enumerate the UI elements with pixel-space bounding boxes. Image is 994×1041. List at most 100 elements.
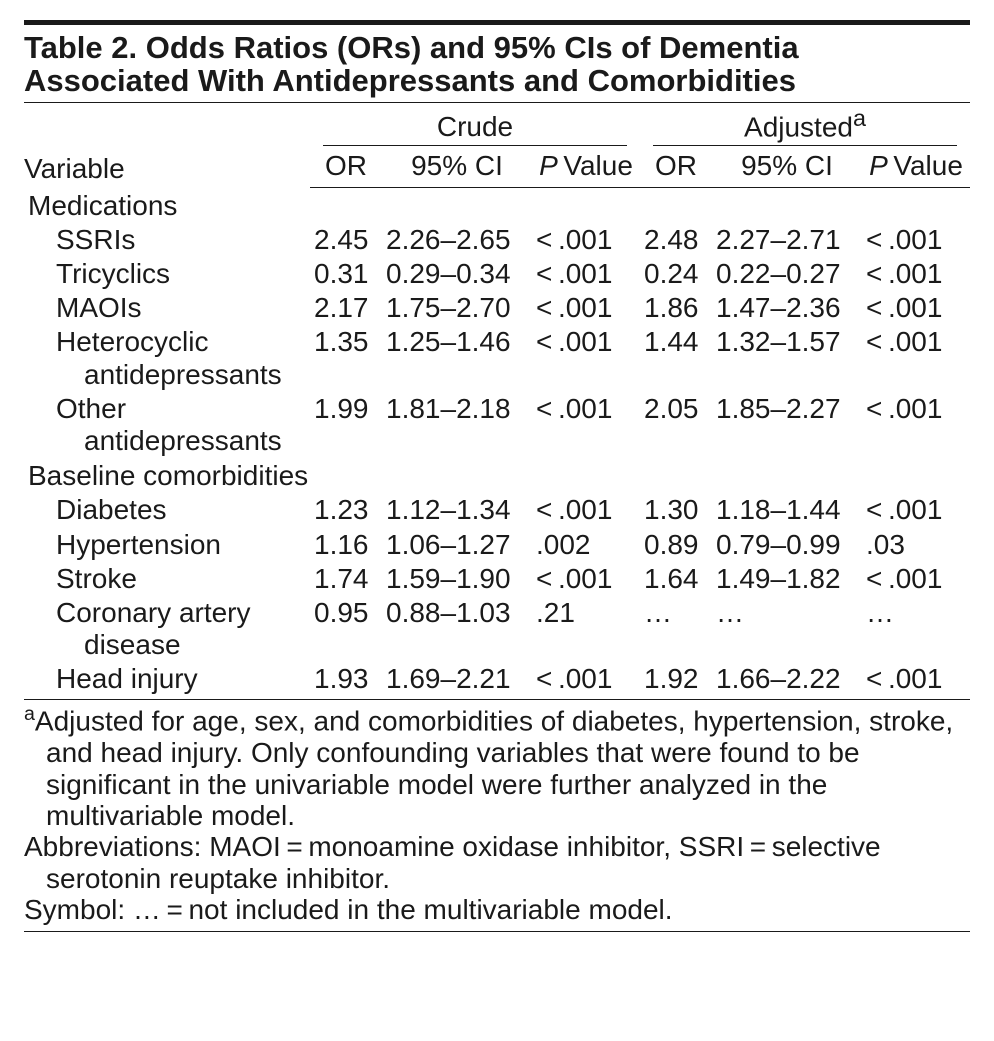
cell-crude-or: 1.23 xyxy=(310,493,382,527)
cell-adj-ci: 0.79–0.99 xyxy=(712,528,862,562)
footnote-symbol: Symbol: … = not included in the multivar… xyxy=(24,894,970,925)
cell-adj-ci: 1.47–2.36 xyxy=(712,291,862,325)
row-label: Tricyclics xyxy=(24,257,310,291)
cell-adj-ci: 2.27–2.71 xyxy=(712,223,862,257)
cell-crude-ci: 2.26–2.65 xyxy=(382,223,532,257)
table-container: Table 2. Odds Ratios (ORs) and 95% CIs o… xyxy=(24,20,970,932)
cell-adj-p: < .001 xyxy=(862,562,970,596)
col-group-adjusted: Adjusteda xyxy=(640,103,970,149)
row-label: Hypertension xyxy=(24,528,310,562)
table-row: Stroke1.741.59–1.90< .0011.641.49–1.82< … xyxy=(24,562,970,596)
cell-crude-ci: 1.75–2.70 xyxy=(382,291,532,325)
row-label: Heterocyclic antidepressants xyxy=(24,325,310,391)
cell-adj-or: 0.24 xyxy=(640,257,712,291)
row-label: Stroke xyxy=(24,562,310,596)
cell-crude-p: < .001 xyxy=(532,291,640,325)
col-header-crude-p: P Value xyxy=(532,148,640,187)
col-group-crude: Crude xyxy=(310,103,640,149)
cell-crude-or: 1.16 xyxy=(310,528,382,562)
cell-adj-or: 1.30 xyxy=(640,493,712,527)
section-header: Medications xyxy=(24,187,970,223)
cell-adj-p: < .001 xyxy=(862,291,970,325)
table-row: SSRIs2.452.26–2.65< .0012.482.27–2.71< .… xyxy=(24,223,970,257)
cell-crude-p: < .001 xyxy=(532,325,640,391)
cell-crude-p: .21 xyxy=(532,596,640,662)
table-row: Coronary artery disease0.950.88–1.03.21…… xyxy=(24,596,970,662)
cell-crude-ci: 1.81–2.18 xyxy=(382,392,532,458)
row-label: Head injury xyxy=(24,662,310,700)
table-row: Diabetes1.231.12–1.34< .0011.301.18–1.44… xyxy=(24,493,970,527)
col-header-crude-or: OR xyxy=(310,148,382,187)
cell-adj-ci: 1.18–1.44 xyxy=(712,493,862,527)
row-label: Other antidepressants xyxy=(24,392,310,458)
cell-crude-p: < .001 xyxy=(532,392,640,458)
cell-crude-ci: 1.59–1.90 xyxy=(382,562,532,596)
row-label: Diabetes xyxy=(24,493,310,527)
cell-adj-ci: 1.32–1.57 xyxy=(712,325,862,391)
cell-adj-or: 1.86 xyxy=(640,291,712,325)
cell-crude-ci: 1.69–2.21 xyxy=(382,662,532,700)
cell-crude-or: 2.17 xyxy=(310,291,382,325)
cell-adj-or: … xyxy=(640,596,712,662)
cell-adj-p: < .001 xyxy=(862,325,970,391)
table-row: Other antidepressants1.991.81–2.18< .001… xyxy=(24,392,970,458)
cell-crude-or: 1.99 xyxy=(310,392,382,458)
col-header-crude-ci: 95% CI xyxy=(382,148,532,187)
footnote-abbr: Abbreviations: MAOI = monoamine oxidase … xyxy=(24,831,970,894)
cell-adj-p: < .001 xyxy=(862,493,970,527)
footnote-a: aAdjusted for age, sex, and comorbiditie… xyxy=(24,704,970,831)
cell-crude-p: < .001 xyxy=(532,662,640,700)
cell-crude-p: < .001 xyxy=(532,562,640,596)
cell-adj-p: < .001 xyxy=(862,257,970,291)
section-header: Baseline comorbidities xyxy=(24,458,970,493)
cell-adj-p: < .001 xyxy=(862,662,970,700)
cell-adj-p: < .001 xyxy=(862,392,970,458)
cell-crude-p: < .001 xyxy=(532,493,640,527)
cell-crude-ci: 0.29–0.34 xyxy=(382,257,532,291)
odds-ratio-table: Variable Crude Adjusteda OR 95% CI P Val… xyxy=(24,103,970,701)
row-label: MAOIs xyxy=(24,291,310,325)
table-body: MedicationsSSRIs2.452.26–2.65< .0012.482… xyxy=(24,187,970,700)
cell-adj-p: … xyxy=(862,596,970,662)
cell-crude-or: 2.45 xyxy=(310,223,382,257)
cell-adj-or: 1.64 xyxy=(640,562,712,596)
cell-crude-or: 1.74 xyxy=(310,562,382,596)
cell-adj-ci: … xyxy=(712,596,862,662)
col-header-variable: Variable xyxy=(24,103,310,187)
cell-crude-or: 1.35 xyxy=(310,325,382,391)
cell-crude-or: 1.93 xyxy=(310,662,382,700)
table-row: Hypertension1.161.06–1.27.0020.890.79–0.… xyxy=(24,528,970,562)
cell-adj-p: < .001 xyxy=(862,223,970,257)
table-row: Heterocyclic antidepressants1.351.25–1.4… xyxy=(24,325,970,391)
cell-adj-or: 2.48 xyxy=(640,223,712,257)
cell-adj-or: 0.89 xyxy=(640,528,712,562)
cell-crude-p: .002 xyxy=(532,528,640,562)
cell-adj-or: 1.92 xyxy=(640,662,712,700)
cell-crude-ci: 1.12–1.34 xyxy=(382,493,532,527)
table-row: Head injury1.931.69–2.21< .0011.921.66–2… xyxy=(24,662,970,700)
cell-crude-ci: 0.88–1.03 xyxy=(382,596,532,662)
cell-crude-or: 0.31 xyxy=(310,257,382,291)
col-header-adj-ci: 95% CI xyxy=(712,148,862,187)
table-row: MAOIs2.171.75–2.70< .0011.861.47–2.36< .… xyxy=(24,291,970,325)
cell-adj-or: 1.44 xyxy=(640,325,712,391)
cell-crude-p: < .001 xyxy=(532,257,640,291)
col-group-crude-label: Crude xyxy=(323,111,626,146)
cell-crude-or: 0.95 xyxy=(310,596,382,662)
cell-adj-ci: 0.22–0.27 xyxy=(712,257,862,291)
row-label: Coronary artery disease xyxy=(24,596,310,662)
col-header-adj-or: OR xyxy=(640,148,712,187)
cell-adj-or: 2.05 xyxy=(640,392,712,458)
col-header-adj-p: P Value xyxy=(862,148,970,187)
table-footnotes: aAdjusted for age, sex, and comorbiditie… xyxy=(24,700,970,932)
cell-crude-p: < .001 xyxy=(532,223,640,257)
cell-adj-p: .03 xyxy=(862,528,970,562)
row-label: SSRIs xyxy=(24,223,310,257)
cell-adj-ci: 1.66–2.22 xyxy=(712,662,862,700)
col-group-adjusted-label: Adjusteda xyxy=(653,105,956,147)
cell-adj-ci: 1.85–2.27 xyxy=(712,392,862,458)
cell-adj-ci: 1.49–1.82 xyxy=(712,562,862,596)
cell-crude-ci: 1.06–1.27 xyxy=(382,528,532,562)
table-row: Tricyclics0.310.29–0.34< .0010.240.22–0.… xyxy=(24,257,970,291)
cell-crude-ci: 1.25–1.46 xyxy=(382,325,532,391)
